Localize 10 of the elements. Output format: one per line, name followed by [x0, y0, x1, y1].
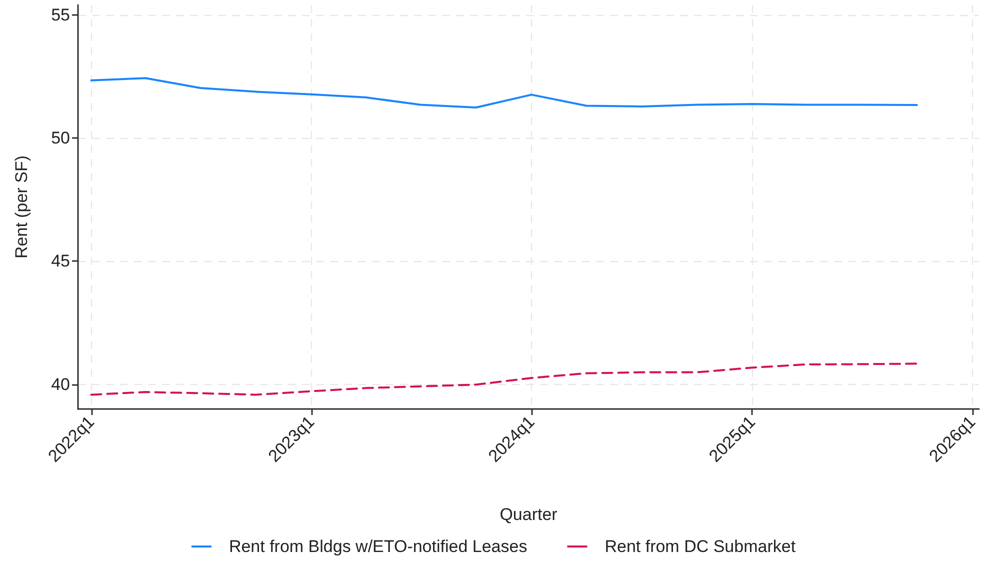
y-tick-label: 50: [51, 128, 70, 148]
line-series: [90, 77, 918, 108]
legend-label: Rent from DC Submarket: [604, 537, 796, 556]
line-series: [90, 362, 918, 396]
y-tick-label: 55: [51, 5, 70, 24]
x-axis-title: Quarter: [500, 505, 558, 524]
y-tick-label: 40: [51, 374, 70, 394]
y-axis-title: Rent (per SF): [12, 156, 31, 258]
y-tick-label: 45: [51, 252, 70, 271]
legend-label: Rent from Bldgs w/ETO-notified Leases: [228, 537, 528, 556]
